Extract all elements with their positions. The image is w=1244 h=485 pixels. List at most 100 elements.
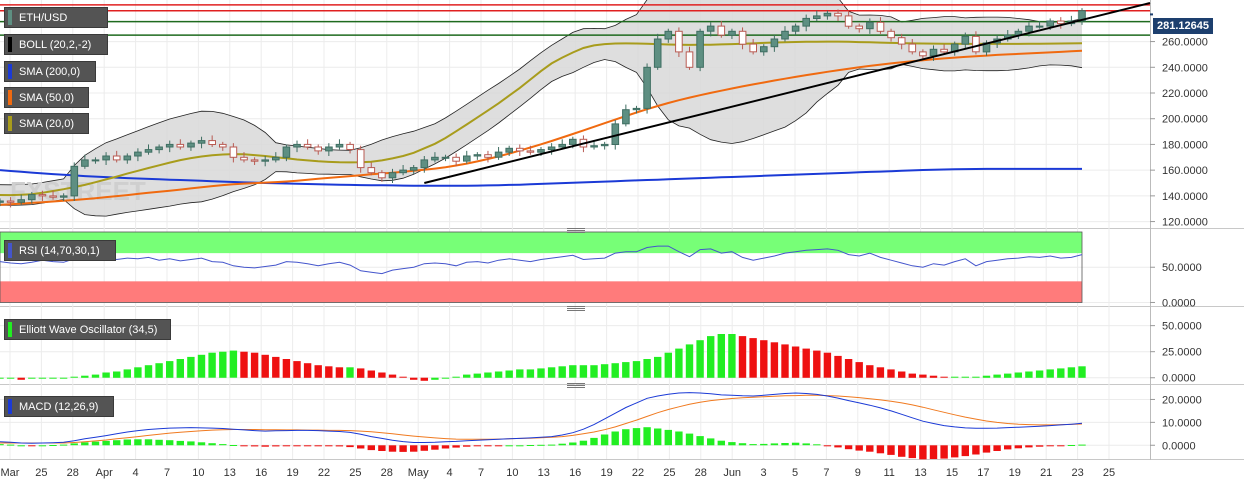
macd-histogram-bar (1057, 445, 1065, 447)
ewo-bar (441, 377, 450, 379)
macd-histogram-bar (293, 445, 301, 447)
axes: 120.0000140.0000160.0000180.0000200.0000… (1, 13, 1208, 479)
ewo-bar (993, 374, 1001, 378)
ewo-bar (951, 376, 959, 378)
ewo-bar (834, 355, 842, 378)
rsi-resize-handle[interactable] (567, 228, 585, 233)
ewo-bar (823, 352, 832, 378)
candle-body (102, 155, 110, 161)
candle-body (6, 200, 15, 203)
macd-histogram-bar (49, 445, 57, 446)
macd-histogram-bar (1067, 445, 1076, 446)
candle-body (632, 107, 641, 111)
macd-histogram-bar (622, 429, 630, 446)
macd-histogram-bar (123, 439, 131, 446)
candle-body (409, 167, 418, 171)
macd-histogram-bar (272, 445, 280, 447)
ewo-bar (144, 365, 153, 378)
ewo-bar (378, 372, 386, 378)
ewo-bar (855, 362, 863, 378)
candle-body (325, 146, 333, 152)
ewo-bar (516, 369, 524, 378)
macd-histogram-bar (834, 445, 842, 448)
ewo-bar (463, 374, 471, 378)
macd-histogram-bar (197, 442, 206, 446)
macd-histogram-bar (717, 440, 725, 446)
macd-histogram-bar (208, 443, 216, 446)
macd-histogram-bar (59, 444, 68, 446)
ewo-bar (197, 354, 206, 378)
sma200-label[interactable]: SMA (200,0) (4, 61, 96, 82)
x-tick-label: 21 (1040, 467, 1052, 479)
sma20-label[interactable]: SMA (20,0) (4, 113, 89, 134)
price-y-tick-label: 180.0000 (1162, 139, 1208, 151)
sma50-label[interactable]: SMA (50,0) (4, 87, 89, 108)
ewo-bar (38, 377, 47, 379)
boll-swatch (8, 37, 12, 52)
candle-body (940, 48, 948, 53)
ewo-resize-handle[interactable] (567, 306, 585, 311)
macd-histogram-bar (17, 445, 25, 447)
candle-body (463, 155, 471, 162)
macd-y-tick-label: 0.0000 (1162, 440, 1196, 452)
rsi-panel[interactable] (0, 231, 1083, 303)
candle-body (176, 143, 185, 148)
candle-body (197, 140, 206, 144)
ewo-bar (887, 369, 895, 378)
rsi-label[interactable]: RSI (14,70,30,1) (4, 240, 116, 261)
ewo-bar (134, 367, 142, 378)
x-tick-label: 13 (914, 467, 926, 479)
candle-body (1078, 10, 1086, 22)
boll-label[interactable]: BOLL (20,2,-2) (4, 34, 108, 55)
ewo-label-text: Elliott Wave Oscillator (34,5) (19, 324, 158, 336)
macd-histogram-bar (473, 445, 481, 447)
candle-body (335, 143, 344, 148)
macd-histogram-bar (505, 445, 513, 447)
candle-body (929, 48, 938, 57)
candle-body (282, 146, 291, 158)
macd-histogram-bar (494, 445, 503, 447)
macd-histogram-bar (866, 445, 874, 452)
x-tick-label: 22 (632, 467, 644, 479)
pair-label-text: ETH/USD (19, 12, 68, 24)
ewo-bar (1046, 369, 1054, 378)
x-tick-label: 19 (286, 467, 298, 479)
candle-body (229, 146, 238, 158)
ewo-swatch (8, 322, 12, 337)
candle-body (876, 21, 885, 32)
ewo-bar (431, 377, 439, 380)
macd-histogram-bar (261, 445, 269, 447)
candle-body (293, 143, 301, 148)
candle-body (908, 43, 917, 53)
elliott-wave-oscillator-panel[interactable] (0, 334, 1086, 381)
ewo-bar (600, 364, 609, 378)
macd-histogram-bar (600, 434, 609, 446)
ewo-bar (760, 340, 768, 378)
x-tick-label: 13 (538, 467, 550, 479)
macd-histogram-bar (908, 445, 916, 459)
macd-panel[interactable] (0, 392, 1086, 460)
macd-histogram-bar (484, 445, 492, 447)
x-tick-label: 17 (977, 467, 989, 479)
macd-histogram-bar (876, 445, 885, 454)
macd-histogram-bar (855, 445, 863, 451)
macd-histogram-bar (951, 445, 959, 458)
candle-body (59, 195, 68, 198)
candle-body (706, 25, 715, 32)
ewo-bar (293, 361, 301, 378)
x-tick-label: Apr (96, 467, 113, 479)
ewo-bar (28, 377, 36, 379)
candle-body (144, 149, 153, 153)
candle-body (537, 149, 545, 153)
macd-resize-handle[interactable] (567, 383, 585, 388)
ewo-label[interactable]: Elliott Wave Oscillator (34,5) (4, 319, 171, 340)
ewo-bar (919, 374, 927, 378)
pair-label[interactable]: ETH/USD (4, 7, 108, 28)
candle-body (622, 109, 630, 125)
macd-label[interactable]: MACD (12,26,9) (4, 396, 114, 417)
candle-body (516, 147, 524, 152)
price-panel[interactable]: FXSTREET (0, 0, 1151, 217)
ewo-bar (261, 354, 269, 378)
ewo-bar (611, 363, 619, 378)
